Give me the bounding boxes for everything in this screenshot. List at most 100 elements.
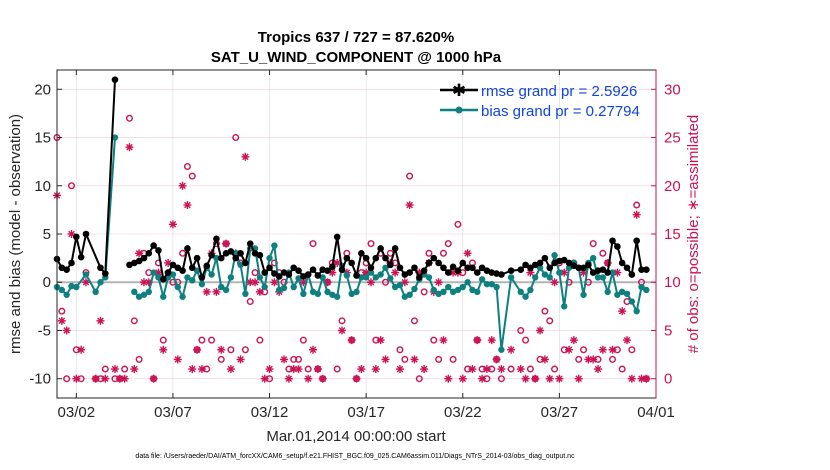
obs-assimilated-point <box>555 374 564 383</box>
obs-possible-point <box>526 365 534 373</box>
rmse-point <box>430 254 438 262</box>
obs-possible-point <box>609 355 617 363</box>
bias-point <box>300 290 307 298</box>
bias-point <box>430 286 437 294</box>
obs-assimilated-point <box>280 355 289 364</box>
rmse-point <box>575 264 583 272</box>
rmse-point <box>271 270 278 277</box>
rmse-point <box>377 245 384 252</box>
obs-assimilated-point <box>202 287 211 296</box>
obs-assimilated-point <box>598 345 607 354</box>
obs-assimilated-point <box>260 374 269 383</box>
rmse-point <box>541 254 549 262</box>
asterisk-stroke <box>251 278 259 286</box>
obs-assimilated-point <box>584 355 593 364</box>
bias-point <box>614 291 621 298</box>
asterisk-stroke <box>406 201 413 209</box>
rmse-series <box>53 76 650 283</box>
bias-point <box>218 283 225 291</box>
bias-point <box>633 307 640 315</box>
rmse-point <box>604 269 611 276</box>
obs-assimilated-point <box>183 201 192 210</box>
obs-assimilated-point <box>366 278 375 287</box>
rmse-point <box>609 237 616 245</box>
bias-point <box>594 274 602 281</box>
bias-point <box>348 290 355 298</box>
x-axis-label: Mar.01,2014 00:00:00 start <box>266 428 446 445</box>
asterisk-stroke <box>546 375 554 383</box>
y-tick-label: 0 <box>43 274 51 291</box>
rmse-point <box>372 254 380 262</box>
asterisk-stroke <box>478 375 486 383</box>
bias-point <box>111 134 119 141</box>
obs-possible-point <box>430 336 438 344</box>
legend-bias-marker <box>455 106 463 114</box>
asterisk-stroke <box>304 375 312 383</box>
obs-assimilated-point <box>251 278 260 287</box>
asterisk-stroke <box>498 365 505 373</box>
obs-assimilated-point <box>91 374 100 383</box>
asterisk-stroke <box>285 375 293 383</box>
asterisk-stroke <box>633 211 640 219</box>
rmse-point <box>135 257 143 265</box>
rmse-point <box>159 276 167 283</box>
asterisk-stroke <box>527 269 534 276</box>
obs-assimilated-point <box>309 345 318 354</box>
obs-assimilated-point <box>217 345 226 354</box>
bias-point <box>449 288 457 296</box>
rmse-point <box>444 269 452 276</box>
rmse-point <box>329 263 336 271</box>
asterisk-stroke <box>280 356 288 363</box>
obs-assimilated-point <box>284 374 293 383</box>
rmse-point <box>295 267 302 274</box>
obs-assimilated-point <box>565 345 574 354</box>
bias-point <box>198 280 206 288</box>
asterisk-stroke <box>614 269 621 276</box>
bias-point <box>256 274 264 281</box>
asterisk-stroke <box>565 346 573 354</box>
bias-point <box>266 254 273 262</box>
obs-assimilated-point <box>197 365 206 374</box>
rmse-point <box>536 259 544 267</box>
rmse-point <box>237 249 244 257</box>
obs-assimilated-point <box>497 365 506 374</box>
obs-assimilated-point <box>347 336 356 345</box>
rmse-point <box>198 274 206 281</box>
bias-point <box>522 293 529 300</box>
asterisk-stroke <box>300 278 307 286</box>
asterisk-stroke <box>585 356 592 363</box>
asterisk-stroke <box>309 346 317 354</box>
bias-point <box>135 293 143 300</box>
obs-possible-point <box>295 355 303 363</box>
obs-assimilated-point <box>222 239 231 248</box>
obs-assimilated-point <box>236 355 245 364</box>
asterisk-stroke <box>589 356 597 363</box>
obs-assimilated-point <box>318 374 327 383</box>
obs-possible-point <box>406 172 414 180</box>
obs-possible-point <box>522 336 530 344</box>
obs-assimilated-point <box>304 374 313 383</box>
obs-assimilated-point <box>62 326 71 335</box>
obs-possible-point <box>633 201 641 209</box>
rmse-point <box>77 253 85 261</box>
obs-possible-point <box>121 365 129 373</box>
asterisk-stroke <box>295 365 302 373</box>
bias-point <box>556 269 563 276</box>
asterisk-stroke <box>493 356 500 363</box>
obs-assimilated-point <box>371 365 380 374</box>
obs-assimilated-point <box>101 374 110 383</box>
obs-assimilated-point <box>618 307 627 316</box>
asterisk-stroke <box>609 346 616 354</box>
obs-assimilated-point <box>507 345 516 354</box>
asterisk-stroke <box>68 230 75 238</box>
rmse-point <box>367 264 375 272</box>
asterisk-stroke <box>473 336 481 344</box>
rmse-point <box>425 259 433 267</box>
rmse-point <box>150 242 157 249</box>
bias-point <box>382 264 389 271</box>
chart-subtitle: SAT_U_WIND_COMPONENT @ 1000 hPa <box>211 49 502 66</box>
rmse-point <box>527 264 534 272</box>
rmse-point <box>580 264 587 272</box>
asterisk-stroke <box>362 269 370 276</box>
obs-assimilated-point <box>478 374 487 383</box>
